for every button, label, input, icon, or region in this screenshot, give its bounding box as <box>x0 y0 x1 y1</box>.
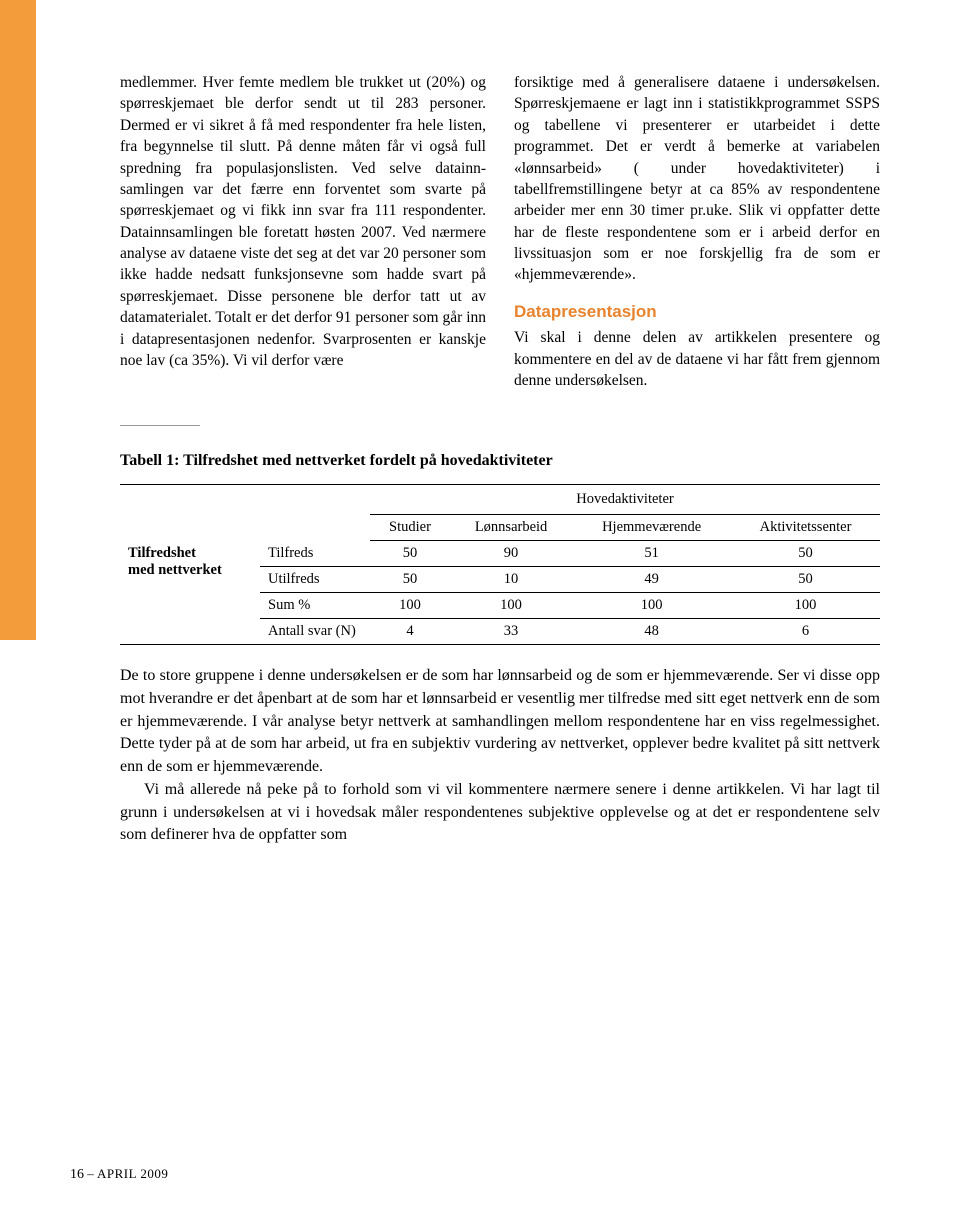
column-group-header: Hovedaktiviteter <box>370 485 880 515</box>
table-title: Tabell 1: Tilfredshet med nettverket for… <box>120 452 880 470</box>
table-cell: 10 <box>450 567 572 593</box>
empty-cell <box>260 515 370 541</box>
empty-cell <box>260 485 370 515</box>
empty-cell <box>120 515 260 541</box>
row-group-label-line: Tilfredshet <box>128 545 196 561</box>
row-label: Tilfreds <box>260 541 370 567</box>
table-cell: 49 <box>572 567 731 593</box>
side-accent-bar <box>0 0 36 640</box>
page-number: 16 <box>70 1167 84 1182</box>
table-header-group-row: Hovedaktiviteter <box>120 485 880 515</box>
table-cell: 48 <box>572 619 731 645</box>
empty-cell <box>120 619 260 645</box>
row-label: Sum % <box>260 593 370 619</box>
table-cell: 100 <box>450 593 572 619</box>
row-group-label-line: med nettverket <box>128 562 222 578</box>
body-paragraph: forsiktige med å generalisere dataene i … <box>514 72 880 286</box>
issue-date: APRIL 2009 <box>97 1166 168 1181</box>
page-footer: 16 – APRIL 2009 <box>70 1166 168 1183</box>
column-header: Lønnsarbeid <box>450 515 572 541</box>
table-cell: 100 <box>370 593 450 619</box>
table-row: Tilfredshet med nettverket Tilfreds 50 9… <box>120 541 880 567</box>
table-cell: 33 <box>450 619 572 645</box>
empty-cell <box>120 485 260 515</box>
table-cell: 100 <box>572 593 731 619</box>
row-label: Utilfreds <box>260 567 370 593</box>
table-cell: 4 <box>370 619 450 645</box>
table-row: Sum % 100 100 100 100 <box>120 593 880 619</box>
section-heading: Datapresentasjon <box>514 300 880 323</box>
row-label: Antall svar (N) <box>260 619 370 645</box>
column-header: Hjemmeværende <box>572 515 731 541</box>
table-column-headers: Studier Lønnsarbeid Hjemmeværende Aktivi… <box>120 515 880 541</box>
table-section: Tabell 1: Tilfredshet med nettverket for… <box>120 452 880 847</box>
left-column: medlemmer. Hver femte medlem ble trukket… <box>120 72 486 391</box>
column-header: Aktivitetssenter <box>731 515 880 541</box>
right-column: forsiktige med å generalisere dataene i … <box>514 72 880 391</box>
table-cell: 90 <box>450 541 572 567</box>
table-cell: 50 <box>370 567 450 593</box>
data-table: Hovedaktiviteter Studier Lønnsarbeid Hje… <box>120 484 880 645</box>
body-after-table: De to store gruppene i denne undersøkels… <box>120 665 880 847</box>
two-column-text: medlemmer. Hver femte medlem ble trukket… <box>120 72 880 391</box>
section-divider <box>120 425 200 426</box>
empty-cell <box>120 593 260 619</box>
row-group-label: Tilfredshet med nettverket <box>120 541 260 593</box>
table-cell: 50 <box>731 541 880 567</box>
table-cell: 50 <box>370 541 450 567</box>
table-cell: 50 <box>731 567 880 593</box>
body-paragraph: Vi skal i denne delen av artikkelen pres… <box>514 327 880 391</box>
column-header: Studier <box>370 515 450 541</box>
body-paragraph: medlemmer. Hver femte medlem ble trukket… <box>120 72 486 371</box>
body-paragraph: De to store gruppene i denne undersøkels… <box>120 665 880 779</box>
footer-separator: – <box>84 1166 97 1181</box>
table-row: Antall svar (N) 4 33 48 6 <box>120 619 880 645</box>
body-paragraph: Vi må allerede nå peke på to forhold som… <box>120 779 880 847</box>
table-cell: 100 <box>731 593 880 619</box>
table-cell: 6 <box>731 619 880 645</box>
page-content: medlemmer. Hver femte medlem ble trukket… <box>120 72 880 847</box>
table-cell: 51 <box>572 541 731 567</box>
